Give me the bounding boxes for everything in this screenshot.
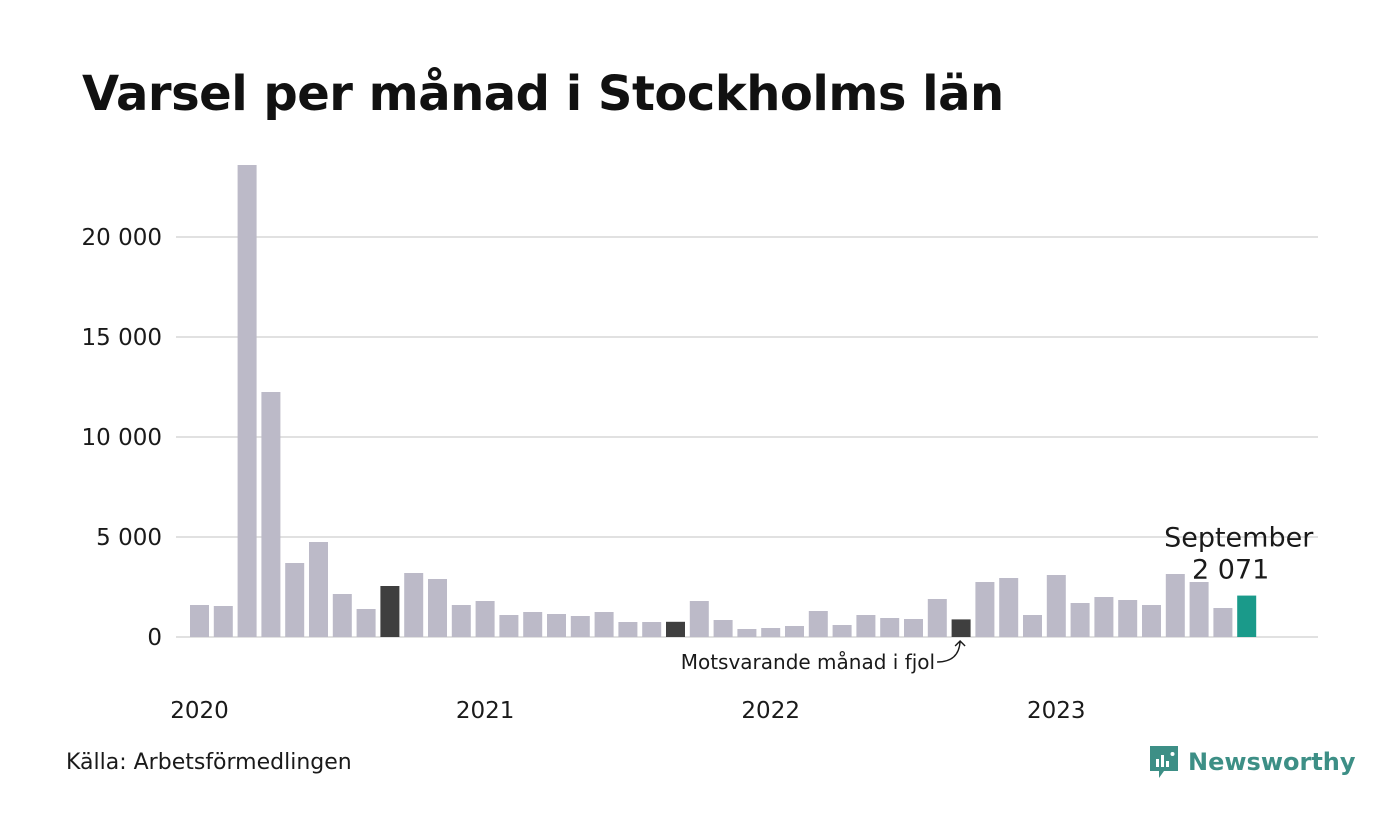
source-note: Källa: Arbetsförmedlingen [66, 750, 352, 775]
page-title: Varsel per månad i Stockholms län [82, 66, 1004, 122]
bar-2022-07 [904, 619, 923, 637]
x-tick-label: 2022 [741, 698, 800, 724]
y-axis: 0 5 000 10 000 15 000 20 000 [82, 225, 162, 651]
current-month-label: September [1164, 523, 1314, 554]
annotation-arrow [937, 640, 966, 663]
bar-2020-03 [237, 165, 257, 637]
bar-2021-06 [594, 612, 614, 637]
previous-year-annotation: Motsvarande månad i fjol [681, 650, 935, 674]
bar-2020-10 [404, 573, 424, 637]
bar-2023-04 [1118, 600, 1138, 637]
bar-2020-11 [428, 579, 447, 637]
y-tick-label: 5 000 [96, 525, 162, 551]
y-tick-label: 15 000 [82, 325, 162, 351]
bar-2022-03 [808, 611, 828, 637]
bar-2021-04 [547, 614, 566, 637]
bar-2020-09 [380, 586, 400, 637]
bar-2021-10 [689, 601, 709, 637]
bar-2020-05 [285, 563, 305, 637]
gridlines [176, 236, 1318, 638]
bar-2020-12 [451, 605, 471, 637]
brand-name: Newsworthy [1188, 748, 1356, 776]
bar-2023-08 [1213, 608, 1233, 637]
bar-2021-05 [570, 616, 590, 637]
bar-2021-12 [737, 629, 757, 637]
y-tick-label: 10 000 [82, 425, 162, 451]
bar-2021-01 [475, 601, 495, 637]
bar-2023-09 [1237, 595, 1257, 637]
y-tick-label: 20 000 [82, 225, 162, 251]
bar-2022-09 [951, 619, 971, 637]
bar-2022-10 [975, 582, 995, 637]
bar-2021-03 [523, 612, 543, 637]
bar-2022-02 [785, 626, 804, 637]
bar-2023-06 [1165, 574, 1185, 637]
bar-2023-07 [1189, 582, 1209, 637]
bar-2020-02 [213, 606, 233, 637]
bar-series [190, 165, 1257, 637]
brand: Newsworthy [1148, 744, 1356, 780]
bar-2023-03 [1094, 597, 1114, 637]
bar-2020-01 [190, 605, 209, 637]
bar-2020-08 [356, 609, 376, 637]
bar-2022-08 [927, 599, 947, 637]
bar-2020-04 [261, 392, 281, 637]
annotations: September 2 071 Motsvarande månad i fjol [681, 523, 1315, 674]
bar-2021-08 [642, 622, 662, 637]
x-tick-label: 2021 [456, 698, 515, 724]
newsworthy-logo-icon [1150, 746, 1178, 778]
x-tick-label: 2020 [170, 698, 229, 724]
y-tick-label: 0 [147, 625, 162, 651]
bar-2023-01 [1046, 575, 1066, 637]
bar-2022-06 [880, 618, 900, 637]
bar-2020-07 [332, 594, 352, 637]
x-axis: 2020 2021 2022 2023 [170, 698, 1085, 724]
bar-2022-11 [999, 578, 1019, 637]
bar-2021-02 [499, 615, 519, 637]
bar-2022-05 [856, 615, 876, 637]
x-tick-label: 2023 [1027, 698, 1086, 724]
bar-2020-06 [309, 542, 328, 637]
bar-2022-12 [1023, 615, 1042, 637]
bar-2022-04 [832, 625, 852, 637]
bar-2021-07 [618, 622, 638, 637]
bar-2022-01 [761, 628, 781, 637]
current-value-label: 2 071 [1192, 555, 1269, 586]
bar-2021-09 [666, 621, 685, 637]
bar-2023-02 [1070, 603, 1090, 637]
bar-2021-11 [713, 620, 733, 637]
bar-2023-05 [1142, 605, 1161, 637]
